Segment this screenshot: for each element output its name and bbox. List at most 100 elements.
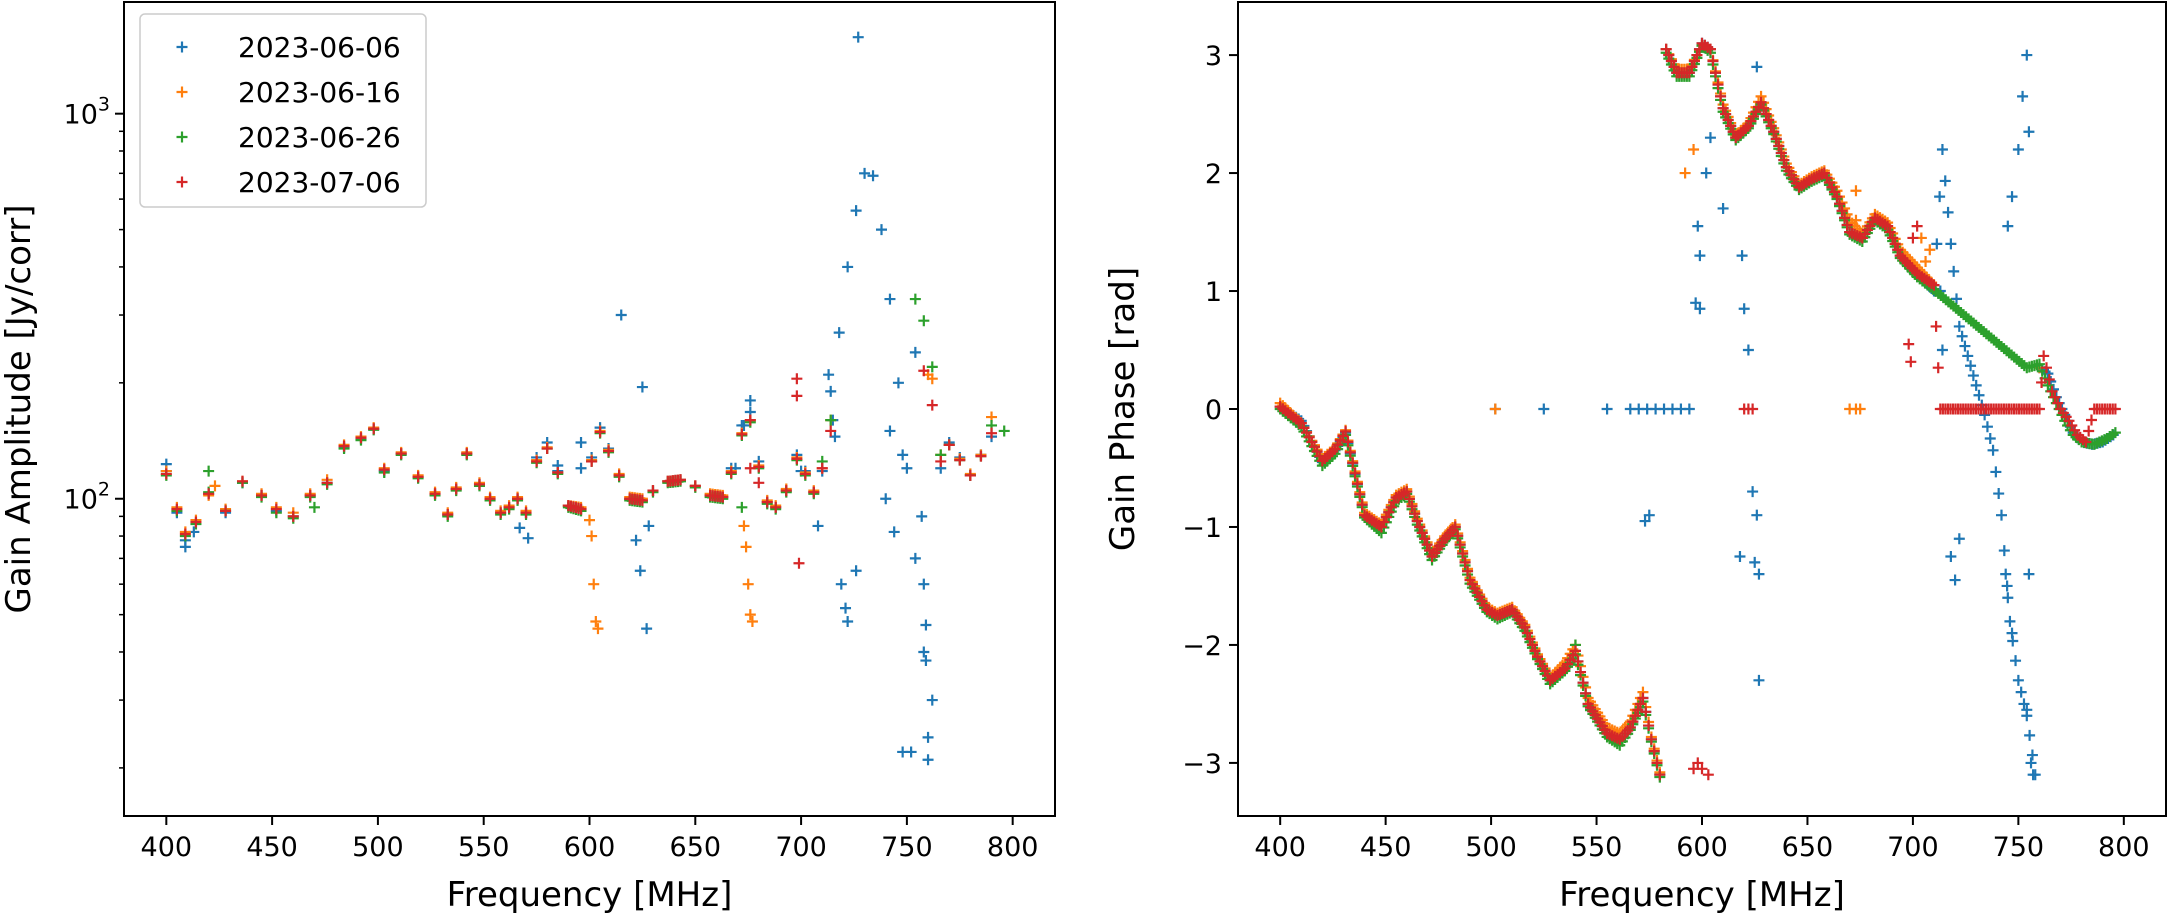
data-point [1356,499,1368,511]
data-point [1692,220,1704,232]
data-point [236,475,248,487]
data-point [892,377,904,389]
data-point [1665,55,1677,67]
data-point [1945,238,1957,250]
y-tick-exponent: 2 [98,479,110,501]
data-point [575,503,587,515]
data-point [1694,303,1706,315]
data-point [1738,303,1750,315]
data-point [2083,425,2095,437]
x-tick-label: 750 [1993,832,2045,863]
data-point [1572,655,1584,667]
data-point [1846,227,1858,239]
data-point [1556,665,1568,677]
data-point [1707,55,1719,67]
data-point [1897,252,1909,264]
data-point [1987,444,1999,456]
data-point [1753,568,1765,580]
data-point [918,646,930,658]
data-point [852,31,864,43]
data-point [1406,500,1418,512]
data-point [1715,90,1727,102]
data-point [1959,340,1971,352]
data-point [842,261,854,273]
data-point [744,609,756,621]
data-point [1949,574,1961,586]
legend-marker [176,41,188,53]
data-point [1995,509,2007,521]
series-amplitude-3 [160,365,998,569]
data-point [1984,432,1996,444]
data-point [1679,167,1691,179]
data-point [2023,126,2035,138]
data-point [1882,220,1894,232]
data-point [1686,61,1698,73]
data-point [179,541,191,553]
data-point [1645,733,1657,745]
data-point [2109,403,2121,415]
data-point [742,578,754,590]
data-point [552,466,564,478]
x-axis-label: Frequency [MHz] [1559,875,1845,915]
data-point [920,619,932,631]
data-point [1831,191,1843,203]
data-point [744,462,756,474]
data-point [586,455,598,467]
data-point [2038,350,2050,362]
data-point [833,327,845,339]
data-point [1942,206,1954,218]
data-point [740,541,752,553]
data-point [1903,338,1915,350]
data-point [1751,509,1763,521]
data-point [920,655,932,667]
data-point [1931,238,1943,250]
data-point [1836,205,1848,217]
data-point [1489,403,1501,415]
data-point [1529,645,1541,657]
data-point [2001,580,2013,592]
data-point [636,381,648,393]
data-point [744,414,756,426]
x-tick-label: 500 [1465,832,1517,863]
data-point [378,464,390,476]
data-point [575,436,587,448]
data-point [1462,565,1474,577]
data-point [1778,154,1790,166]
data-point [1993,488,2005,500]
data-point [1383,506,1395,518]
data-point [1349,467,1361,479]
data-point [1998,545,2010,557]
data-point [1643,720,1655,732]
data-point [1683,67,1695,79]
data-point [592,623,604,635]
data-point [2010,655,2022,667]
data-point [2025,757,2037,769]
data-point [1841,219,1853,231]
data-point [1770,133,1782,145]
data-point [1765,120,1777,132]
x-axis-label: Frequency [MHz] [447,875,733,915]
data-point [473,478,485,490]
data-point [897,449,909,461]
data-point [986,427,998,439]
data-point [1851,230,1863,242]
data-point [1775,147,1787,159]
data-point [1611,732,1623,744]
data-point [1887,232,1899,244]
data-point [520,507,532,519]
data-point [918,315,930,327]
data-point [2021,49,2033,61]
data-point [1342,436,1354,448]
legend: 2023-06-06 2023-06-16 2023-06-26 2023-07-06 [139,13,427,208]
data-point [808,486,820,498]
data-point [1734,550,1746,562]
data-point [1839,212,1851,224]
y-axis-label: Gain Phase [rad] [1103,267,1143,551]
data-point [1899,255,1911,267]
data-point [825,425,837,437]
data-point [738,419,750,431]
data-point [220,505,232,517]
data-point [1970,379,1982,391]
data-point [1449,521,1461,533]
data-point [1419,533,1431,545]
